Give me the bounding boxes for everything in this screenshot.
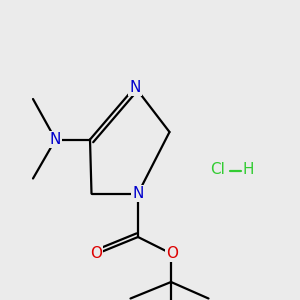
Text: N: N — [129, 80, 141, 94]
Text: Cl: Cl — [210, 162, 225, 177]
Text: N: N — [50, 132, 61, 147]
Text: N: N — [132, 186, 144, 201]
Text: H: H — [242, 162, 254, 177]
Text: O: O — [90, 246, 102, 261]
Text: O: O — [167, 246, 178, 261]
